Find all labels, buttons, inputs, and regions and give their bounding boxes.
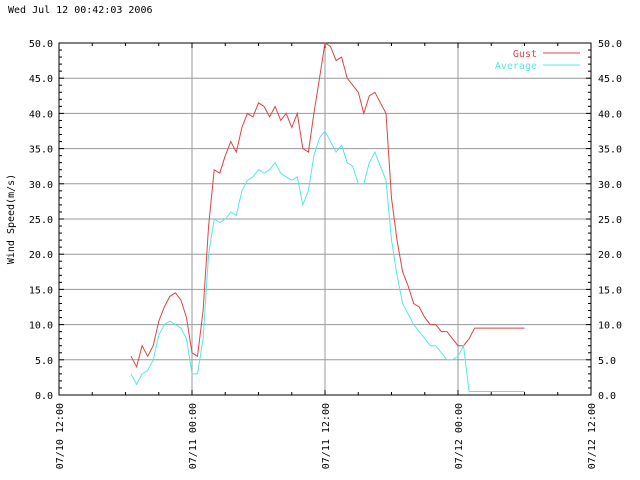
y-tick-label-left: 50.0 [29, 39, 53, 50]
legend-label-gust: Gust [513, 49, 537, 60]
series-line-average [130, 130, 525, 392]
y-tick-label-left: 15.0 [29, 285, 53, 296]
grid [59, 43, 591, 395]
y-tick-label-left: 0.0 [35, 391, 53, 402]
y-tick-label-right: 5.0 [598, 356, 616, 367]
x-tick-label: 07/12 12:00 [587, 403, 598, 469]
y-tick-label-left: 5.0 [35, 356, 53, 367]
y-axis-right: 0.0 5.0 10.0 15.0 20.0 25.0 30.0 35.0 40.0 45.0 50… [586, 39, 622, 402]
y-tick-label-right: 35.0 [598, 145, 622, 156]
x-axis: 07/10 12:00 07/11 00:00 07/11 12:00 07/12 0… [55, 43, 598, 469]
series-line-gust [130, 42, 525, 369]
y-tick-label-right: 40.0 [598, 109, 622, 120]
y-tick-label-left: 40.0 [29, 109, 53, 120]
y-tick-label-right: 45.0 [598, 74, 622, 85]
y-tick-label-right: 0.0 [598, 391, 616, 402]
x-tick-label: 07/11 12:00 [321, 403, 332, 469]
y-tick-label-right: 10.0 [598, 321, 622, 332]
y-axis-label: Wind Speed(m/s) [6, 174, 17, 264]
y-tick-label-left: 10.0 [29, 321, 53, 332]
x-tick-label: 07/12 00:00 [454, 403, 465, 469]
y-tick-label-right: 20.0 [598, 250, 622, 261]
y-tick-label-right: 25.0 [598, 215, 622, 226]
y-tick-label-left: 25.0 [29, 215, 53, 226]
x-tick-label: 07/10 12:00 [55, 403, 66, 469]
y-tick-label-right: 15.0 [598, 285, 622, 296]
y-tick-label-right: 30.0 [598, 180, 622, 191]
timestamp: Wed Jul 12 00:42:03 2006 [8, 5, 153, 16]
x-tick-label: 07/11 00:00 [188, 403, 199, 469]
y-tick-label-left: 30.0 [29, 180, 53, 191]
y-axis-left: 0.0 5.0 10.0 15.0 20.0 25.0 30.0 35.0 40.0 45.0 50… [29, 39, 64, 402]
y-tick-label-right: 50.0 [598, 39, 622, 50]
legend-label-average: Average [495, 61, 537, 72]
y-tick-label-left: 45.0 [29, 74, 53, 85]
y-tick-label-left: 20.0 [29, 250, 53, 261]
y-tick-label-left: 35.0 [29, 145, 53, 156]
series-lines [130, 42, 525, 392]
